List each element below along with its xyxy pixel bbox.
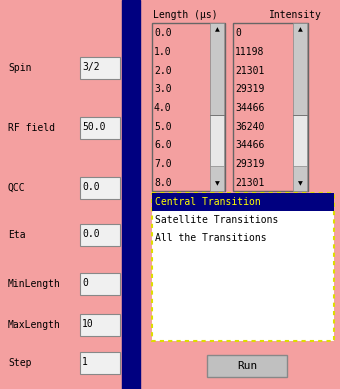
Bar <box>210 116 224 166</box>
Text: 3/2: 3/2 <box>82 62 100 72</box>
Text: 2.0: 2.0 <box>154 66 172 75</box>
Text: 4.0: 4.0 <box>154 103 172 113</box>
Text: 34466: 34466 <box>235 140 265 150</box>
Text: ▼: ▼ <box>298 182 302 186</box>
Bar <box>80 273 120 295</box>
Text: 8.0: 8.0 <box>154 178 172 187</box>
Text: RF field: RF field <box>8 123 55 133</box>
Text: 29319: 29319 <box>235 84 265 94</box>
Text: 10: 10 <box>82 319 94 329</box>
Text: Central Transition: Central Transition <box>155 197 261 207</box>
Text: 0: 0 <box>235 28 241 38</box>
Bar <box>152 193 334 341</box>
Text: 6.0: 6.0 <box>154 140 172 150</box>
Text: 0.0: 0.0 <box>82 182 100 192</box>
Text: Run: Run <box>237 361 257 371</box>
Bar <box>152 193 334 211</box>
Text: ▲: ▲ <box>298 28 302 33</box>
Text: 34466: 34466 <box>235 103 265 113</box>
Bar <box>122 0 140 389</box>
Text: Eta: Eta <box>8 230 26 240</box>
Text: QCC: QCC <box>8 183 26 193</box>
Bar <box>293 116 307 166</box>
Text: 0.0: 0.0 <box>154 28 172 38</box>
Bar <box>80 314 120 336</box>
Text: 0.0: 0.0 <box>82 229 100 239</box>
Text: 21301: 21301 <box>235 178 265 187</box>
Bar <box>207 355 287 377</box>
Bar <box>293 23 307 191</box>
Text: MaxLength: MaxLength <box>8 320 61 330</box>
Text: 36240: 36240 <box>235 122 265 131</box>
Text: 29319: 29319 <box>235 159 265 169</box>
Text: 11198: 11198 <box>235 47 265 57</box>
Text: Satellite Transitions: Satellite Transitions <box>155 215 278 225</box>
Text: MinLength: MinLength <box>8 279 61 289</box>
Text: ▲: ▲ <box>215 28 219 33</box>
Text: Step: Step <box>8 358 32 368</box>
Bar <box>80 224 120 246</box>
Bar <box>80 117 120 139</box>
Text: 50.0: 50.0 <box>82 122 105 132</box>
Text: 1: 1 <box>82 357 88 367</box>
Bar <box>80 352 120 374</box>
Bar <box>80 177 120 199</box>
Text: Intensity: Intensity <box>269 10 321 20</box>
Text: All the Transitions: All the Transitions <box>155 233 267 243</box>
Text: 3.0: 3.0 <box>154 84 172 94</box>
Bar <box>80 57 120 79</box>
Text: 7.0: 7.0 <box>154 159 172 169</box>
Text: ▼: ▼ <box>215 182 219 186</box>
Text: Length (μs): Length (μs) <box>153 10 217 20</box>
Text: Spin: Spin <box>8 63 32 73</box>
Text: 0: 0 <box>82 278 88 288</box>
Text: 5.0: 5.0 <box>154 122 172 131</box>
Text: 1.0: 1.0 <box>154 47 172 57</box>
Bar <box>152 23 225 191</box>
Bar <box>233 23 308 191</box>
Bar <box>210 23 224 191</box>
Text: 21301: 21301 <box>235 66 265 75</box>
